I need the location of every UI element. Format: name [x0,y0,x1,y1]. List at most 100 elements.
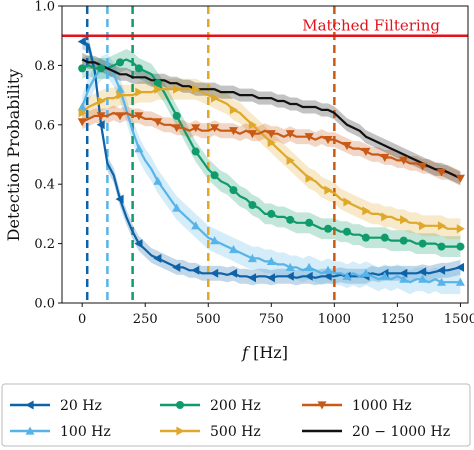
point-20-hz [96,120,105,130]
point-500-hz [78,108,87,118]
x-tick-label: 0 [78,312,86,327]
point-100-hz [229,245,238,254]
point-200-hz [248,200,257,209]
point-100-hz [437,277,446,286]
y-tick-label: 0.4 [34,178,55,193]
x-axis-ticks: 0 250 500 750 1000 1250 1500 [78,303,474,327]
point-200-hz [229,186,238,195]
point-1000-hz [77,118,87,127]
x-tick-label: 750 [259,312,284,327]
point-200-hz [324,224,333,233]
legend: 20 Hz 200 Hz 1000 Hz 100 Hz 500 Hz 20 − 1000 … [1,383,471,447]
point-100-hz [210,236,220,245]
legend-marker-200-hz [176,401,184,409]
point-500-hz [437,221,446,231]
point-200-hz [305,218,314,227]
point-20-hz [134,239,143,249]
point-200-hz [116,58,124,67]
point-500-hz [267,138,276,148]
point-100-hz [399,274,409,283]
matched-filtering-label: Matched Filtering [302,17,440,35]
point-1000-hz [172,124,182,133]
x-tick-label: 500 [196,312,221,327]
x-tick-label: 1250 [381,312,414,327]
legend-frame [1,383,471,447]
point-200-hz [380,233,389,242]
point-200-hz [153,79,162,88]
point-200-hz [456,242,465,251]
point-1000-hz [266,130,276,139]
point-200-hz [418,239,427,248]
x-axis-label: f [Hz] [241,343,288,362]
point-20-hz [115,194,124,204]
point-20-hz [210,268,219,278]
point-20-hz [399,268,408,278]
point-20-hz [229,268,238,278]
point-500-hz [456,224,465,234]
point-500-hz [97,96,106,106]
legend-label-100-hz: 100 Hz [60,424,111,440]
point-100-hz [342,271,352,280]
legend-marker-20-hz [25,400,34,410]
point-1000-hz [115,112,125,121]
legend-marker-100-hz [25,426,35,435]
point-200-hz [437,242,446,251]
point-1000-hz [210,124,220,133]
point-1000-hz [380,153,390,162]
point-1000-hz [342,142,352,151]
point-500-hz [154,84,163,94]
point-20-hz [304,271,313,281]
point-20-hz [77,37,86,47]
series-markers [77,37,465,286]
point-100-hz [361,268,371,277]
y-tick-label: 0.6 [34,118,55,133]
point-200-hz [191,147,200,156]
point-20-hz [172,262,181,272]
point-1000-hz [361,147,371,156]
point-1000-hz [437,168,446,177]
point-200-hz [134,64,143,73]
point-500-hz [400,215,409,225]
point-20-hz [247,273,256,283]
point-1000-hz [418,162,428,171]
legend-marker-1000-hz [317,401,327,410]
point-200-hz [97,64,106,73]
point-200-hz [267,209,276,218]
point-1000-hz [323,136,333,145]
legend-label-20-hz: 20 Hz [60,398,102,414]
point-500-hz [211,93,220,103]
point-1000-hz [153,118,163,127]
legend-label-20-1000-hz: 20 − 1000 Hz [352,424,450,440]
point-20-hz [153,253,162,263]
point-200-hz [342,227,351,236]
point-500-hz [419,221,428,231]
point-20-hz [266,273,275,283]
point-100-hz [77,102,87,111]
point-1000-hz [96,112,106,121]
point-500-hz [135,87,144,97]
point-500-hz [324,185,333,195]
point-500-hz [192,84,201,94]
plot-frame [61,5,469,304]
y-tick-label: 0.0 [34,297,55,312]
point-200-hz [399,236,408,245]
line-20-1000-hz [81,58,461,180]
point-500-hz [343,197,352,207]
point-20-hz [455,262,464,272]
y-tick-label: 1.0 [34,0,55,15]
point-1000-hz [304,133,314,142]
point-100-hz [172,203,182,212]
point-500-hz [286,155,295,165]
point-100-hz [304,262,314,271]
plot-area [62,6,468,303]
point-500-hz [229,105,238,115]
legend-label-500-hz: 500 Hz [210,424,261,440]
point-100-hz [418,274,428,283]
point-100-hz [191,221,201,230]
point-100-hz [323,265,333,274]
point-500-hz [381,212,390,222]
point-500-hz [248,120,257,130]
reference-line-group: Matched Filtering [62,17,468,37]
point-500-hz [362,206,371,216]
